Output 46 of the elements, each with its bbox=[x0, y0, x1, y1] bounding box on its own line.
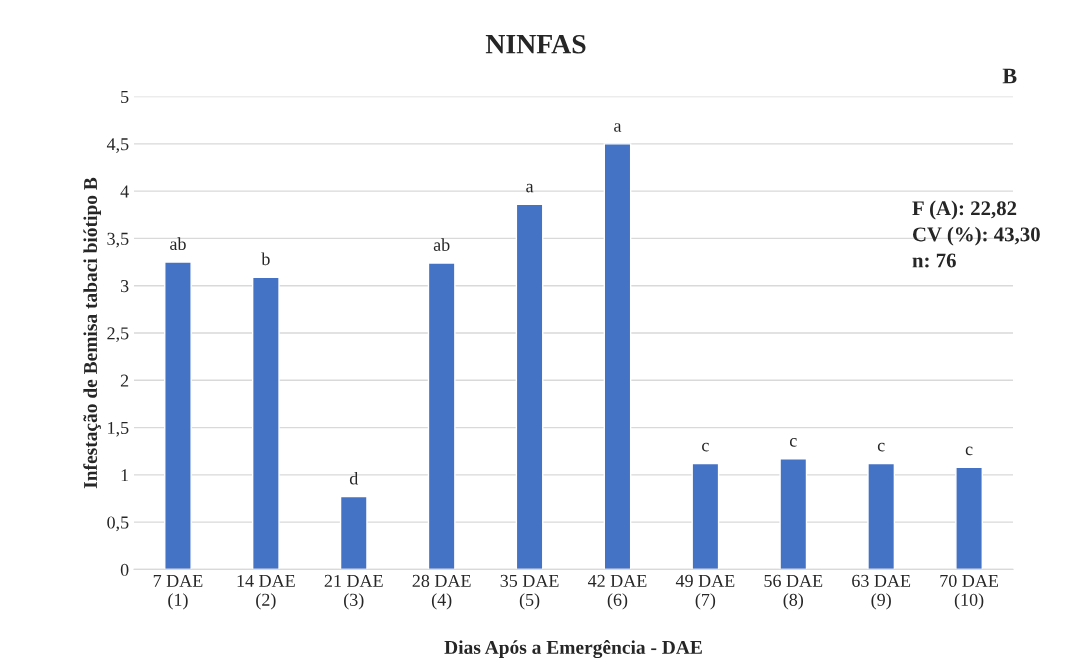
y-tick-label: 0,5 bbox=[107, 516, 129, 532]
data-label: a bbox=[614, 123, 622, 132]
data-label: c bbox=[877, 442, 885, 452]
text: B bbox=[1002, 68, 1017, 84]
y-tick-label: 2,5 bbox=[107, 327, 129, 343]
y-tick-label: 1 bbox=[121, 469, 129, 482]
bar bbox=[515, 203, 544, 570]
x-tick-label: 63 DAE (9) bbox=[852, 574, 911, 610]
y-tick-label: 0 bbox=[120, 563, 129, 576]
data-label: ab bbox=[433, 238, 450, 252]
data-label: b bbox=[261, 252, 270, 266]
annotation: F (A): 22,82 CV (%): 43,30 n: 76 bbox=[912, 200, 1040, 268]
x-tick-label: 14 DAE (2) bbox=[237, 574, 295, 610]
bar bbox=[955, 466, 983, 570]
y-tick-label: 1,5 bbox=[108, 421, 129, 437]
x-tick-label: 7 DAE (1) bbox=[153, 574, 203, 610]
bar bbox=[691, 462, 720, 570]
y-tick-label: 2 bbox=[120, 374, 129, 387]
x-tick-label: 42 DAE (6) bbox=[587, 574, 647, 610]
data-label: c bbox=[702, 442, 709, 452]
bar bbox=[779, 458, 808, 570]
y-tick-label: 4 bbox=[120, 185, 129, 198]
data-label: ab bbox=[170, 237, 186, 251]
x-tick-label: 49 DAE (7) bbox=[675, 574, 735, 610]
data-label: c bbox=[789, 438, 797, 447]
x-tick-label: 21 DAE (3) bbox=[324, 574, 383, 610]
x-axis-title: Dias Após a Emergência - DAE bbox=[444, 640, 702, 659]
y-tick-label: 3 bbox=[120, 280, 129, 293]
bar bbox=[251, 276, 280, 570]
x-tick-label: 28 DAE (4) bbox=[412, 574, 471, 610]
chart-title: NINFAS bbox=[485, 34, 586, 54]
data-label: d bbox=[349, 471, 359, 485]
bar bbox=[164, 261, 192, 570]
y-tick-label: 5 bbox=[121, 91, 129, 104]
data-label: c bbox=[965, 446, 973, 456]
bar bbox=[867, 462, 896, 570]
x-tick-label: 35 DAE (5) bbox=[500, 574, 559, 610]
x-tick-label: 56 DAE (8) bbox=[764, 574, 823, 610]
bar bbox=[427, 262, 456, 570]
bar bbox=[339, 495, 368, 570]
bar bbox=[603, 143, 632, 570]
data-label: a bbox=[526, 183, 534, 193]
y-tick-label: 3,5 bbox=[107, 232, 129, 248]
y-axis-title: Infestação de Bemisa tabaci biótipo B bbox=[83, 177, 102, 489]
x-tick-label: 70 DAE (10) bbox=[940, 574, 999, 610]
y-tick-label: 4,5 bbox=[106, 138, 129, 153]
